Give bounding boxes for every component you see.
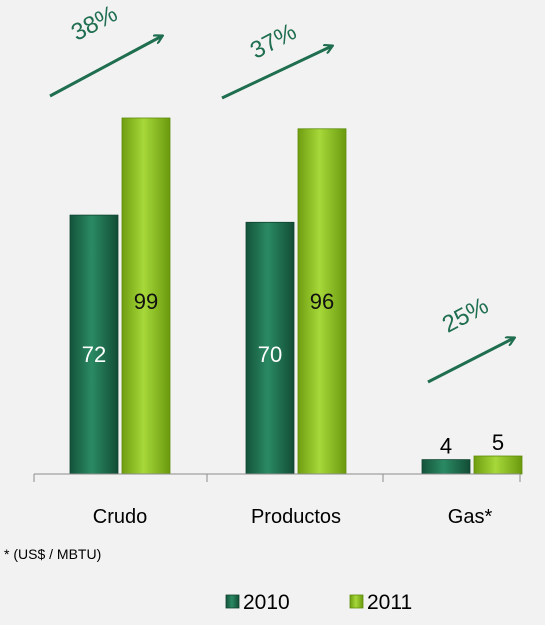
legend-swatch-2010 (225, 594, 240, 609)
data-label-2011-gas: 5 (492, 430, 504, 455)
data-label-2010-gas: 4 (440, 434, 452, 459)
legend-label-2011: 2011 (367, 591, 412, 614)
data-label-2011-productos: 96 (310, 289, 334, 314)
bar-2011-gas (473, 455, 523, 475)
growth-label: 38% (67, 0, 122, 46)
data-label-2010-productos: 70 (258, 342, 282, 367)
footnote: * (US$ / MBTU) (4, 546, 101, 562)
growth-arrow (49, 36, 162, 98)
bar-2011-productos (297, 128, 347, 475)
growth-label: 25% (438, 292, 493, 338)
bar-2010-gas (421, 459, 471, 475)
data-label-2010-crudo: 72 (82, 342, 106, 367)
legend-label-2010: 2010 (243, 591, 290, 614)
bar-2010-crudo (69, 214, 119, 475)
x-tick-label: Gas* (448, 506, 493, 528)
bar-2010-productos (245, 221, 295, 475)
growth-label: 37% (246, 18, 301, 64)
bar-2011-crudo (121, 117, 171, 475)
growth-arrow (427, 338, 514, 384)
data-label-2011-crudo: 99 (134, 289, 158, 314)
growth-arrow (221, 46, 332, 100)
legend-swatch-2011 (349, 594, 364, 609)
x-tick-label: Productos (251, 506, 341, 528)
x-tick-label: Crudo (93, 506, 147, 528)
